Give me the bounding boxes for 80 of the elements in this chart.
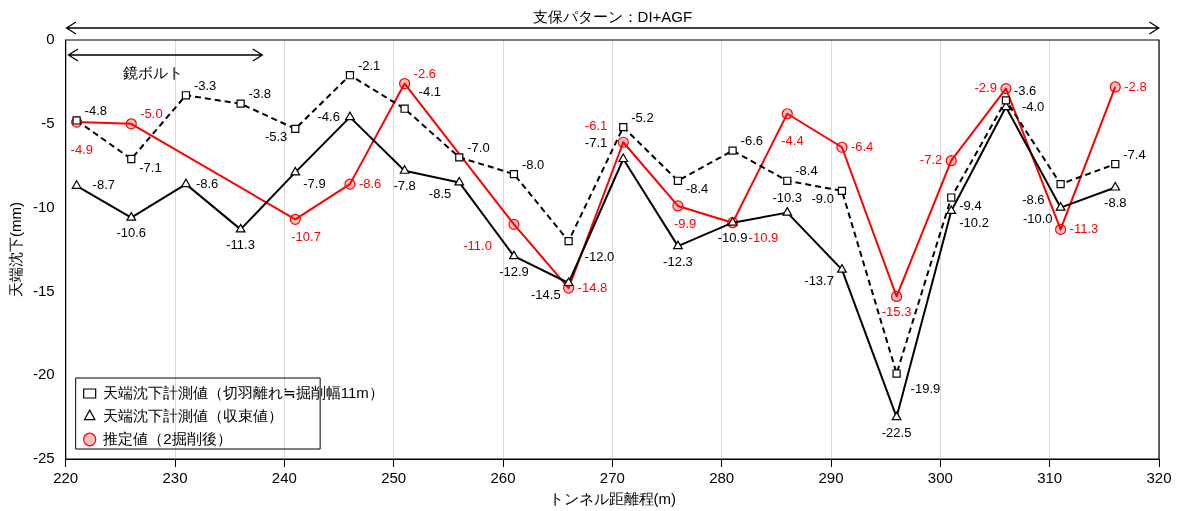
data-label: -3.6 (1013, 82, 1037, 98)
x-axis-title: トンネル距離程(m) (548, 490, 677, 508)
data-label: -10.7 (291, 228, 321, 244)
x-tick-label: 260 (490, 469, 516, 487)
x-tick-label: 220 (53, 469, 79, 487)
data-label: -2.1 (357, 57, 381, 73)
data-label: -2.8 (1124, 78, 1147, 94)
y-tick-label: -5 (41, 113, 55, 131)
data-label: -12.0 (584, 248, 615, 264)
x-tick-label: 270 (599, 469, 625, 487)
x-tick-label: 320 (1146, 469, 1172, 487)
y-tick-label: -10 (32, 197, 55, 215)
data-label: -6.4 (850, 138, 874, 154)
data-label: -9.9 (673, 215, 697, 231)
data-label: -4.6 (317, 108, 340, 124)
data-label: -7.1 (584, 134, 608, 150)
y-tick-label: -15 (32, 281, 55, 299)
y-tick-label: -25 (32, 449, 55, 467)
text: 支保パターン：DI+AGF (532, 8, 693, 25)
y-tick-label: 0 (46, 30, 55, 48)
data-label: -9.0 (811, 191, 834, 207)
data-label: -8.5 (428, 186, 452, 202)
x-tick-label: 250 (381, 469, 407, 487)
data-label: -12.9 (499, 263, 529, 279)
data-label: -7.8 (393, 178, 416, 194)
data-label: -10.6 (116, 225, 147, 241)
data-label: -9.4 (959, 198, 982, 214)
data-label: -2.9 (974, 80, 997, 96)
legend-label: 天端沈下計測値（収束値） (103, 406, 284, 424)
data-label: -14.5 (530, 286, 561, 302)
data-label: -10.2 (959, 214, 989, 230)
x-tick-label: 240 (271, 469, 297, 487)
annotation: 鏡ボルト (123, 64, 184, 81)
data-label: -22.5 (881, 424, 912, 440)
data-label: -7.1 (139, 159, 162, 175)
data-label: -3.3 (193, 77, 217, 93)
data-label: -8.4 (795, 163, 818, 179)
data-label: -10.9 (717, 230, 748, 246)
data-label: -8.6 (195, 175, 219, 191)
x-tick-label: 300 (927, 469, 953, 487)
data-label: -5.0 (140, 106, 163, 122)
data-label: -6.1 (584, 117, 608, 133)
data-label: -13.7 (804, 273, 834, 289)
legend-label: 推定値（2掘削後） (103, 429, 232, 447)
data-label: -12.3 (663, 253, 693, 269)
data-label: -8.0 (521, 156, 545, 172)
x-tick-label: 230 (162, 469, 188, 487)
x-tick-label: 280 (709, 469, 735, 487)
data-label: -4.8 (84, 103, 108, 119)
y-tick-label: -20 (32, 365, 55, 383)
data-label: -5.3 (264, 129, 288, 145)
data-label: -4.9 (70, 141, 94, 157)
data-label: -11.0 (463, 237, 492, 253)
data-label: -4.1 (418, 84, 442, 100)
x-tick-label: 290 (818, 469, 844, 487)
data-label: -7.0 (467, 139, 490, 155)
data-label: -7.2 (919, 152, 943, 168)
y-axis-title: 天端沈下(mm) (7, 202, 25, 297)
data-label: -5.2 (631, 109, 654, 125)
data-label: -2.6 (413, 66, 437, 82)
data-label: -7.9 (303, 175, 326, 191)
data-label: -14.8 (577, 279, 608, 295)
data-label: -11.3 (1069, 220, 1099, 236)
data-label: -4.0 (1021, 98, 1045, 114)
data-label: -8.6 (358, 175, 382, 191)
data-label: -19.9 (910, 381, 941, 397)
data-label: -4.4 (781, 133, 804, 149)
data-label: -8.4 (685, 181, 709, 197)
data-label: -11.3 (226, 236, 255, 252)
data-label: -15.3 (881, 304, 912, 320)
x-tick-label: 310 (1037, 469, 1063, 487)
data-label: -8.7 (92, 177, 116, 193)
data-label: -10.0 (1022, 211, 1053, 227)
data-label: -10.9 (748, 230, 779, 246)
data-label: -8.8 (1104, 195, 1127, 211)
data-label: -6.6 (740, 133, 764, 149)
data-label: -8.6 (1022, 191, 1045, 207)
data-label: -7.4 (1123, 146, 1146, 162)
data-label: -3.8 (248, 86, 272, 102)
data-label: -10.3 (772, 190, 803, 206)
